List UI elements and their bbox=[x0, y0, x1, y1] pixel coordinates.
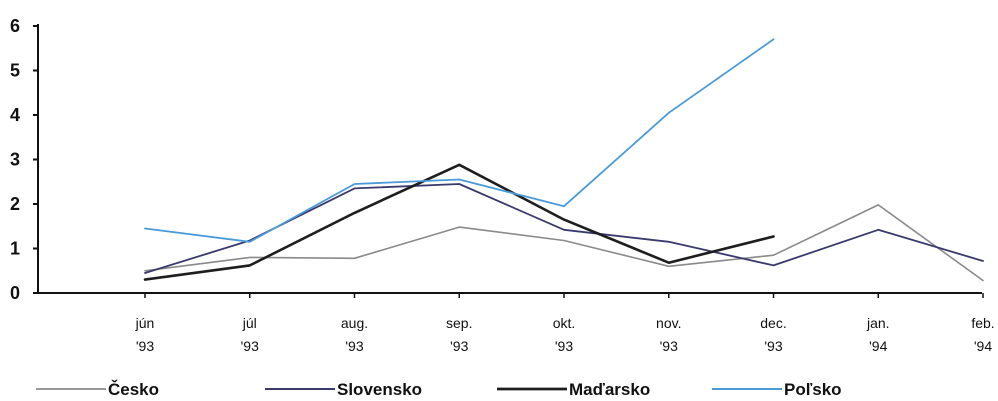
legend-label: Česko bbox=[108, 380, 159, 399]
y-tick-label: 1 bbox=[10, 239, 20, 259]
x-tick-label: jan. bbox=[866, 315, 890, 331]
x-tick-label: sep. bbox=[446, 315, 472, 331]
legend-label: Slovensko bbox=[337, 380, 422, 399]
legend-label: Maďarsko bbox=[569, 380, 650, 399]
y-tick-label: 4 bbox=[10, 105, 20, 125]
series-line-1 bbox=[144, 183, 984, 274]
x-tick-label: feb. bbox=[971, 315, 994, 331]
x-tick-label: aug. bbox=[341, 315, 368, 331]
y-tick-label: 2 bbox=[10, 194, 20, 214]
series-line-2 bbox=[143, 163, 775, 281]
y-tick-label: 6 bbox=[10, 16, 20, 36]
x-tick-label: okt. bbox=[553, 315, 576, 331]
series-line-3 bbox=[144, 38, 775, 243]
x-tick-label: '93 bbox=[241, 338, 259, 354]
x-tick-label: nov. bbox=[656, 315, 681, 331]
chart-axes bbox=[37, 24, 982, 294]
x-tick-label: '93 bbox=[660, 338, 678, 354]
legend-label: Poľsko bbox=[784, 380, 842, 399]
y-tick-label: 5 bbox=[10, 61, 20, 81]
x-tick-label: '93 bbox=[555, 338, 573, 354]
x-tick-label: '93 bbox=[764, 338, 782, 354]
x-tick-label: dec. bbox=[760, 315, 786, 331]
series-line-0 bbox=[144, 204, 984, 282]
x-tick-label: '93 bbox=[450, 338, 468, 354]
x-tick-label: '94 bbox=[869, 338, 887, 354]
chart-legend: Česko Slovensko Maďarsko Poľsko bbox=[36, 380, 842, 399]
x-tick-label: '93 bbox=[345, 338, 363, 354]
y-axis-ticks: 0 1 2 3 4 5 6 bbox=[10, 16, 38, 303]
x-tick-label: '94 bbox=[974, 338, 992, 354]
x-tick-label: '93 bbox=[136, 338, 154, 354]
y-tick-label: 0 bbox=[10, 283, 20, 303]
x-tick-label: júl bbox=[242, 315, 257, 331]
chart-series bbox=[143, 38, 984, 282]
y-tick-label: 3 bbox=[10, 150, 20, 170]
x-tick-label: jún bbox=[135, 315, 155, 331]
x-axis-ticks: jún '93 júl '93 aug. '93 sep. '93 okt. '93 nov. '93… bbox=[135, 293, 995, 354]
